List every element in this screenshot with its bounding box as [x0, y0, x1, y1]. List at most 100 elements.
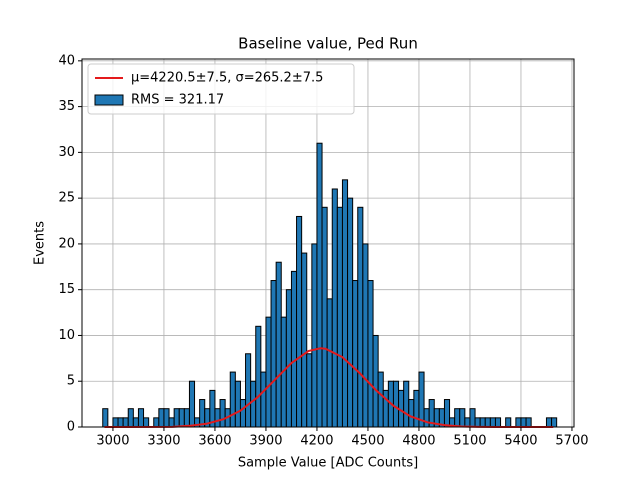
histogram-bar [290, 270, 298, 428]
histogram-bar [443, 399, 451, 428]
histogram-bar [326, 298, 333, 428]
histogram-bar [459, 408, 466, 428]
histogram-bar [321, 206, 328, 428]
x-axis-label: Sample Value [ADC Counts] [238, 456, 418, 471]
histogram-bar [250, 380, 257, 428]
histogram-bar [331, 188, 338, 428]
histogram-bar [494, 417, 502, 428]
histogram-bar [479, 417, 486, 428]
histogram-bar [454, 408, 461, 428]
histogram-bar [377, 371, 384, 428]
histogram-bar [551, 417, 558, 428]
legend-label: RMS = 321.17 [131, 93, 224, 108]
histogram-bar [520, 417, 527, 428]
plot-marks [102, 142, 558, 428]
histogram-bar [489, 417, 496, 428]
histogram-bar [515, 417, 522, 428]
histogram-bar [255, 325, 262, 428]
chart-title: Baseline value, Ped Run [238, 35, 418, 53]
histogram-bar [372, 334, 379, 428]
histogram-bar [275, 261, 282, 428]
y-tick-label: 10 [58, 328, 75, 343]
histogram-bar [183, 408, 190, 428]
histogram-bar [306, 353, 313, 428]
histogram-bar [341, 179, 349, 428]
histogram-bar [505, 417, 512, 428]
histogram-bar [357, 206, 364, 428]
histogram-bar [270, 280, 277, 428]
histogram-bar [382, 389, 389, 428]
histogram-bar [352, 280, 359, 428]
histogram-bar [316, 142, 323, 428]
histogram-bar [413, 389, 420, 428]
histogram-bar [301, 252, 308, 428]
plot-frame [81, 58, 575, 428]
histogram-bar [285, 289, 292, 428]
y-tick-label: 25 [58, 191, 75, 206]
histogram-bar [117, 417, 124, 428]
histogram-bar [163, 408, 170, 428]
x-tick-label: 4200 [300, 434, 333, 449]
histogram-bar [143, 417, 150, 428]
legend: μ=4220.5±7.5, σ=265.2±7.5 RMS = 321.17 [87, 63, 355, 115]
x-tick-label: 4800 [402, 434, 435, 449]
histogram-bar [469, 408, 476, 428]
histogram-bar [484, 417, 491, 428]
x-tick-label: 3900 [249, 434, 282, 449]
fit-line [104, 347, 554, 428]
histogram-bar [296, 215, 303, 428]
x-tick-label: 3000 [96, 434, 129, 449]
legend-swatch [94, 94, 124, 106]
x-tick-label: 5400 [504, 434, 537, 449]
histogram-bar [178, 408, 185, 428]
histogram-bar [265, 316, 272, 428]
legend-label: μ=4220.5±7.5, σ=265.2±7.5 [131, 71, 323, 86]
x-tick-label: 3600 [198, 434, 231, 449]
y-tick-label: 15 [58, 282, 75, 297]
histogram-bar [362, 243, 369, 428]
histogram-bar [173, 408, 180, 428]
histogram-bar [403, 380, 410, 428]
y-tick-label: 20 [58, 236, 75, 251]
histogram-bar [199, 399, 206, 428]
x-tick-label: 5700 [555, 434, 588, 449]
histogram-bar [188, 380, 196, 428]
histogram-bar [229, 371, 236, 428]
histogram-bar [423, 408, 430, 428]
histogram-bar [367, 280, 374, 428]
histogram-bar [474, 417, 481, 428]
histogram-bar [153, 417, 160, 428]
x-tick-label: 4500 [351, 434, 384, 449]
x-tick-label: 5100 [453, 434, 486, 449]
histogram-bar [392, 380, 400, 428]
histogram-bar [245, 353, 252, 428]
y-tick-label: 40 [58, 53, 75, 68]
histogram-bar [347, 197, 354, 428]
histogram-bar [260, 371, 267, 428]
histogram-bar [311, 243, 318, 428]
histogram-bar [112, 417, 119, 428]
histogram-bar [239, 399, 247, 428]
histogram-bar [545, 417, 553, 428]
histogram-bar [219, 399, 226, 428]
y-axis-label: Events [33, 221, 48, 265]
histogram-bar [214, 408, 221, 428]
y-tick-label: 30 [58, 145, 75, 160]
histogram-bar [408, 399, 415, 428]
histogram-bar [132, 417, 139, 428]
histogram-bar [127, 408, 134, 428]
histogram-bar [234, 380, 241, 428]
histogram-bar [122, 417, 129, 428]
histogram-bar [102, 408, 109, 428]
y-tick-label: 35 [58, 99, 75, 114]
histogram-bar [168, 417, 175, 428]
histogram-bar [158, 408, 165, 428]
histogram-bar [336, 206, 343, 428]
histogram-bar [137, 408, 145, 428]
y-tick-label: 0 [67, 420, 75, 435]
y-tick-label: 5 [67, 374, 75, 389]
histogram-bar [525, 417, 532, 428]
legend-box [87, 63, 355, 115]
x-tick-label: 3300 [147, 434, 180, 449]
